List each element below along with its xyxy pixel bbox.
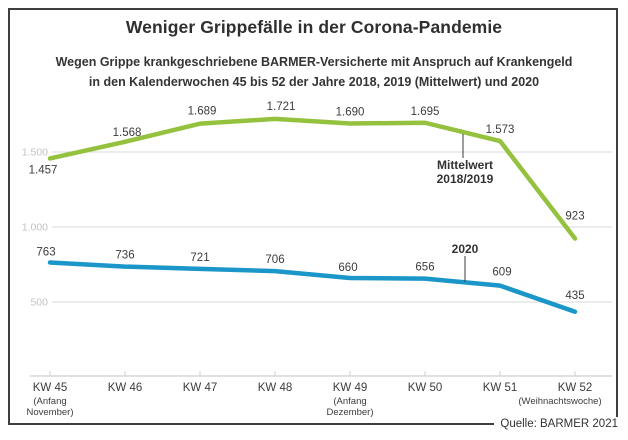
page-title: Weniger Grippefälle in der Corona-Pandem… (125, 17, 503, 37)
annotation-label: 2018/2019 (437, 172, 494, 186)
x-axis-label: KW 51 (483, 382, 518, 394)
x-axis-sublabel: Dezember) (327, 407, 374, 418)
x-axis-label: KW 46 (108, 382, 143, 394)
data-label: 656 (415, 262, 434, 274)
data-label: 763 (36, 247, 55, 259)
x-axis-label: KW 47 (183, 382, 218, 394)
data-label: 435 (565, 290, 584, 302)
data-label: 1.568 (113, 127, 142, 139)
series-line-2020 (47, 260, 578, 314)
x-axis-label: KW 45 (33, 382, 68, 394)
chart-subtitle-line2: in den Kalenderwochen 45 bis 52 der Jahr… (88, 75, 540, 89)
annotation-label: 2020 (452, 242, 479, 256)
data-label: 1.689 (188, 106, 217, 118)
x-axis-sublabel: (Weihnachtswoche) (518, 396, 601, 407)
chart-subtitle-line1: Wegen Grippe krankgeschriebene BARMER-Ve… (55, 55, 573, 69)
chart-subtitle: Wegen Grippe krankgeschriebene BARMER-Ve… (10, 52, 618, 92)
x-axis-sublabel: (Anfang (33, 396, 66, 407)
x-axis-label: KW 52 (558, 382, 593, 394)
data-label: 1.721 (267, 101, 296, 113)
x-axis-label: KW 48 (258, 382, 293, 394)
data-label: 1.695 (411, 106, 440, 118)
data-label: 1.690 (336, 107, 365, 119)
data-label: 660 (338, 262, 357, 274)
chart-frame (8, 8, 618, 425)
x-axis-sublabel: (Anfang (333, 396, 366, 407)
y-axis-tick-label: 1.000 (22, 222, 48, 234)
x-axis-sublabel: November) (27, 407, 74, 418)
data-label: 736 (115, 250, 134, 262)
x-axis-label: KW 50 (408, 382, 443, 394)
source-label: Quelle: BARMER 2021 (494, 417, 619, 432)
y-axis-tick-label: 1.500 (22, 147, 48, 159)
data-label: 609 (492, 267, 511, 279)
series-line-mittelwert-2018-2019 (47, 116, 578, 241)
data-label: 923 (565, 211, 584, 223)
data-label: 721 (190, 252, 209, 264)
data-label: 1.457 (29, 164, 58, 176)
data-label: 1.573 (486, 124, 515, 136)
annotation-label: Mittelwert (437, 158, 493, 172)
x-axis-label: KW 49 (333, 382, 368, 394)
data-label: 706 (265, 254, 284, 266)
y-axis-tick-label: 500 (30, 297, 48, 309)
